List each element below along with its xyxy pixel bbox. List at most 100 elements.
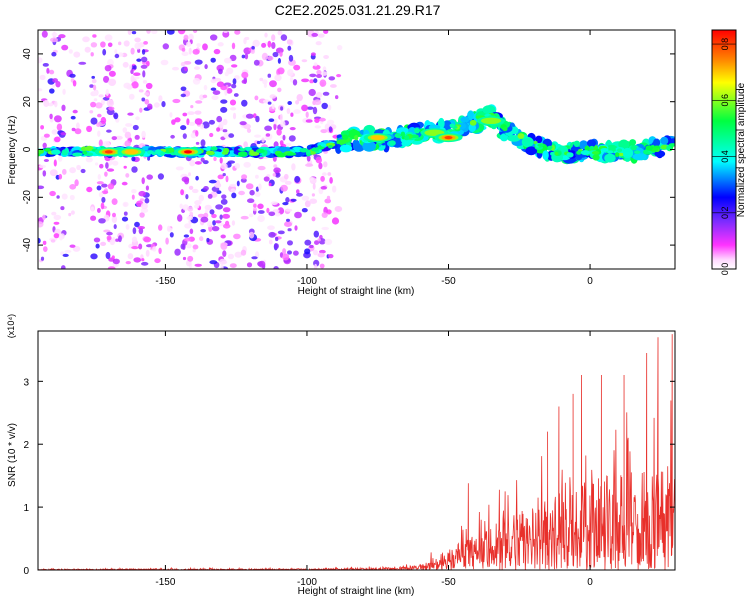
noise-speckle <box>100 202 105 210</box>
noise-speckle <box>284 221 292 227</box>
noise-speckle <box>319 263 325 269</box>
noise-speckle <box>50 37 58 43</box>
noise-speckle <box>183 61 192 65</box>
noise-speckle <box>215 204 224 210</box>
noise-speckle <box>137 226 145 230</box>
noise-speckle <box>107 42 113 48</box>
noise-speckle <box>288 54 294 62</box>
noise-speckle <box>231 192 237 199</box>
noise-speckle <box>312 249 319 256</box>
noise-speckle <box>146 30 151 34</box>
noise-speckle <box>274 212 281 217</box>
noise-speckle <box>90 117 98 125</box>
noise-speckle <box>135 116 140 121</box>
noise-speckle <box>243 161 251 168</box>
ridge-core <box>400 131 406 137</box>
noise-speckle <box>177 30 186 35</box>
ridge-core <box>584 145 590 152</box>
noise-speckle <box>243 141 248 148</box>
snr-x-axis: -150 -100 -50 0 <box>155 331 593 588</box>
noise-speckle <box>111 255 115 260</box>
noise-speckle <box>138 89 144 93</box>
noise-speckle <box>51 211 57 216</box>
noise-speckle <box>320 175 325 182</box>
ridge-core <box>410 134 419 139</box>
colorbar-scale <box>711 29 737 270</box>
noise-speckle <box>86 186 93 193</box>
noise-speckle <box>131 246 139 250</box>
amplitude-peak <box>184 150 192 154</box>
noise-speckle <box>305 119 313 123</box>
noise-speckle <box>254 95 259 101</box>
noise-speckle <box>262 79 268 85</box>
noise-speckle <box>196 43 201 48</box>
noise-speckle <box>194 204 200 209</box>
noise-speckle <box>320 186 327 190</box>
noise-speckle <box>102 48 107 56</box>
noise-speckle <box>212 90 221 95</box>
noise-speckle <box>240 249 247 256</box>
noise-speckle <box>141 177 145 185</box>
noise-speckle <box>254 134 262 138</box>
noise-speckle <box>274 74 282 82</box>
noise-speckle <box>49 88 55 94</box>
noise-speckle <box>258 260 266 268</box>
noise-speckle <box>271 103 275 110</box>
ridge-blob <box>233 146 241 153</box>
noise-speckle <box>158 95 163 102</box>
noise-speckle <box>251 256 258 260</box>
noise-speckle <box>131 81 139 89</box>
ridge-blob <box>629 139 637 146</box>
noise-speckle <box>311 193 315 197</box>
noise-speckle <box>186 243 192 249</box>
noise-speckle <box>192 248 196 253</box>
noise-speckle <box>39 74 46 81</box>
noise-speckle <box>279 51 283 57</box>
noise-speckle <box>213 156 217 162</box>
noise-speckle <box>180 93 186 98</box>
x-tick-label: -50 <box>441 577 456 588</box>
noise-speckle <box>145 249 150 257</box>
noise-speckle <box>200 216 209 223</box>
noise-speckle <box>105 162 109 169</box>
noise-speckle <box>181 176 190 183</box>
noise-speckle <box>141 49 146 55</box>
noise-speckle <box>290 198 297 202</box>
noise-speckle <box>292 79 298 86</box>
noise-speckle <box>267 73 272 78</box>
noise-speckle <box>183 234 190 238</box>
noise-speckle <box>51 129 58 135</box>
ridge-core <box>591 151 600 155</box>
noise-speckle <box>309 244 314 249</box>
ridge-blob <box>500 133 509 142</box>
noise-speckle <box>287 240 293 246</box>
noise-speckle <box>317 238 321 242</box>
noise-speckle <box>310 52 316 56</box>
x-tick-label: -100 <box>297 577 317 588</box>
noise-speckle <box>313 230 319 238</box>
noise-speckle <box>166 30 175 35</box>
noise-speckle <box>230 107 237 111</box>
noise-speckle <box>60 206 65 211</box>
ridge-core <box>522 138 531 143</box>
noise-speckle <box>284 173 289 180</box>
noise-speckle <box>71 127 76 132</box>
noise-speckle <box>131 236 138 243</box>
ridge-blob <box>618 139 630 150</box>
noise-speckle <box>301 195 310 201</box>
noise-speckle <box>208 119 215 125</box>
noise-speckle <box>51 32 58 37</box>
noise-speckle <box>183 34 189 41</box>
noise-speckle <box>272 209 280 213</box>
colorbar-tick-label: 0.0 <box>720 263 730 276</box>
noise-speckle <box>320 129 328 134</box>
ridge-core <box>160 151 166 156</box>
noise-speckle <box>227 253 234 260</box>
ridge-core <box>51 149 61 155</box>
noise-speckle <box>62 88 66 95</box>
noise-speckle <box>241 99 248 107</box>
ridge-core <box>286 152 297 156</box>
noise-speckle <box>61 265 66 269</box>
noise-speckle <box>111 215 118 224</box>
noise-speckle <box>194 110 202 115</box>
